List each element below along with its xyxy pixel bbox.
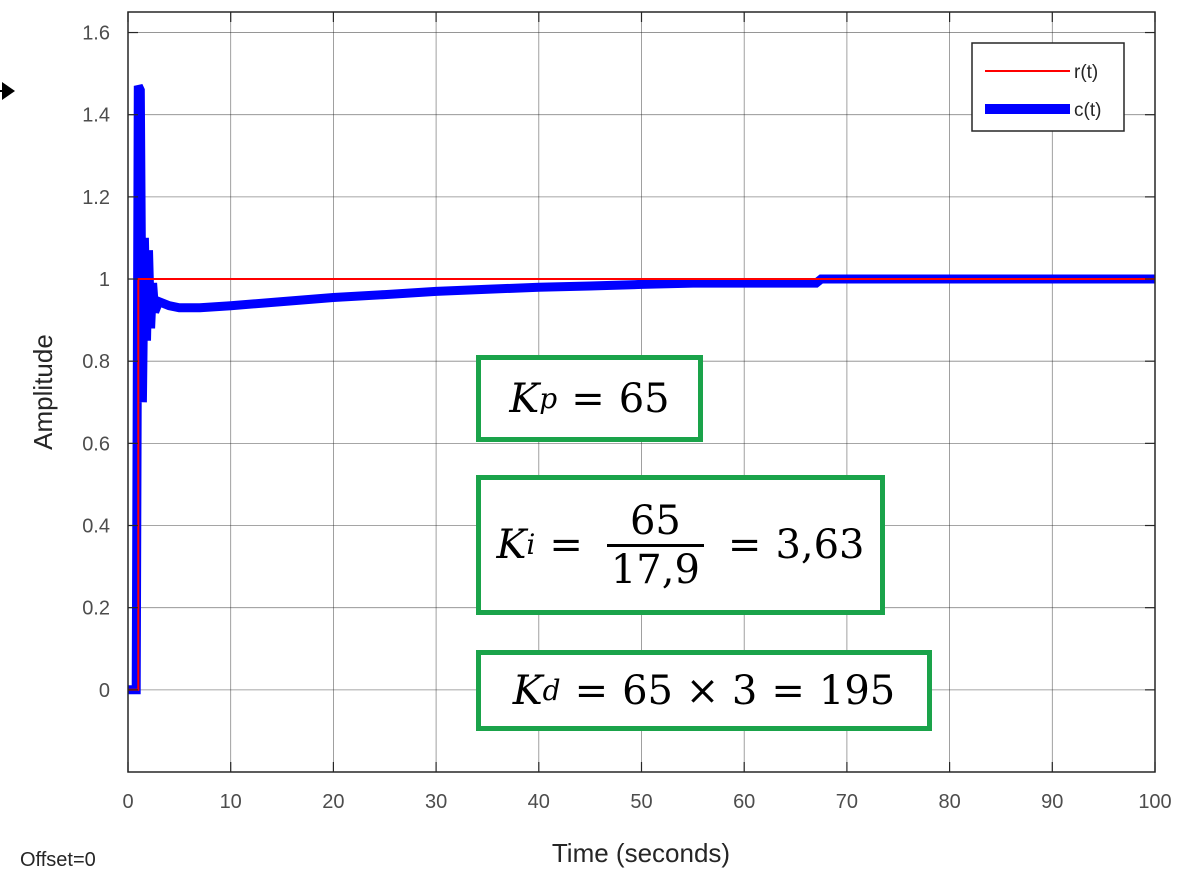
x-tick-label: 80 xyxy=(938,791,960,813)
x-tick-label: 0 xyxy=(122,791,133,813)
x-tick-label: 60 xyxy=(733,791,755,813)
kd-equals: = xyxy=(574,667,609,714)
x-tick-label: 40 xyxy=(528,791,550,813)
y-tick-label: 0.4 xyxy=(82,516,110,538)
x-tick-label: 10 xyxy=(220,791,242,813)
ki-value: 3,63 xyxy=(775,522,865,568)
y-tick-label: 1.6 xyxy=(82,23,110,45)
ki-equals: = xyxy=(549,522,583,568)
y-tick-label: 1.2 xyxy=(82,187,110,209)
y-tick-label: 0 xyxy=(99,680,110,702)
legend-label-c: c(t) xyxy=(1074,100,1101,121)
y-tick-label: 0.8 xyxy=(82,351,110,373)
ki-equals-2: = xyxy=(727,522,762,568)
ki-fraction: 65 17,9 xyxy=(606,497,704,593)
kd-value: 195 xyxy=(818,667,896,714)
arrow-pointer-icon xyxy=(0,82,15,100)
tick-marks xyxy=(127,12,1156,772)
ki-symbol: K xyxy=(496,522,527,568)
y-axis-title: Amplitude xyxy=(28,334,58,450)
kp-symbol: K xyxy=(509,375,540,422)
kp-value: 65 xyxy=(618,375,670,422)
series-line-c xyxy=(128,83,1155,695)
y-tick-label: 0.6 xyxy=(82,433,110,455)
y-tick-labels: 0 0.2 0.4 0.6 0.8 1 1.2 1.4 1.6 xyxy=(82,23,110,702)
x-tick-label: 100 xyxy=(1138,791,1171,813)
ki-numerator: 65 xyxy=(629,497,681,544)
y-tick-label: 0.2 xyxy=(82,598,110,620)
offset-label: Offset=0 xyxy=(20,849,96,871)
x-axis-title: Time (seconds) xyxy=(552,838,730,868)
x-tick-label: 20 xyxy=(322,791,344,813)
x-tick-label: 70 xyxy=(836,791,858,813)
kd-symbol: K xyxy=(512,667,543,714)
ki-denominator: 17,9 xyxy=(606,543,704,593)
legend-box xyxy=(971,42,1125,132)
kp-equals: = xyxy=(571,375,605,422)
x-tick-label: 50 xyxy=(630,791,652,813)
y-tick-label: 1.4 xyxy=(82,105,110,127)
y-tick-label: 1 xyxy=(99,269,110,291)
kd-expression: 65 × 3 xyxy=(622,667,758,714)
x-tick-label: 90 xyxy=(1041,791,1063,813)
kd-equals-2: = xyxy=(771,667,805,714)
legend: r(t) c(t) xyxy=(971,42,1125,132)
x-tick-labels: 0 10 20 30 40 50 60 70 80 90 100 xyxy=(122,791,1171,813)
x-tick-label: 30 xyxy=(425,791,447,813)
legend-label-r: r(t) xyxy=(1074,62,1098,83)
